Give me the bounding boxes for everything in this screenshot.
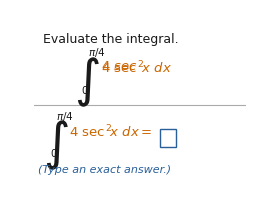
Text: 0: 0 <box>82 86 88 96</box>
Text: $\mathit{4}$ $\mathregular{sec}$: $\mathit{4}$ $\mathregular{sec}$ <box>101 60 138 73</box>
Text: $\pi$/4: $\pi$/4 <box>56 110 74 123</box>
Text: $\pi$/4: $\pi$/4 <box>88 46 106 59</box>
Text: $\int$: $\int$ <box>74 56 100 109</box>
Text: $\mathit{4\ \mathrm{sec}^{\,2}\!x\ dx}$: $\mathit{4\ \mathrm{sec}^{\,2}\!x\ dx}$ <box>101 60 172 77</box>
Text: (Type an exact answer.): (Type an exact answer.) <box>38 164 171 175</box>
Text: $\int$: $\int$ <box>43 119 68 173</box>
Bar <box>160 129 176 147</box>
Text: $\mathit{4\ \mathrm{sec}^{\,2}\!x\ dx}$$ = $: $\mathit{4\ \mathrm{sec}^{\,2}\!x\ dx}$$… <box>69 123 152 140</box>
Text: 0: 0 <box>50 149 57 159</box>
Text: Evaluate the integral.: Evaluate the integral. <box>43 33 178 46</box>
